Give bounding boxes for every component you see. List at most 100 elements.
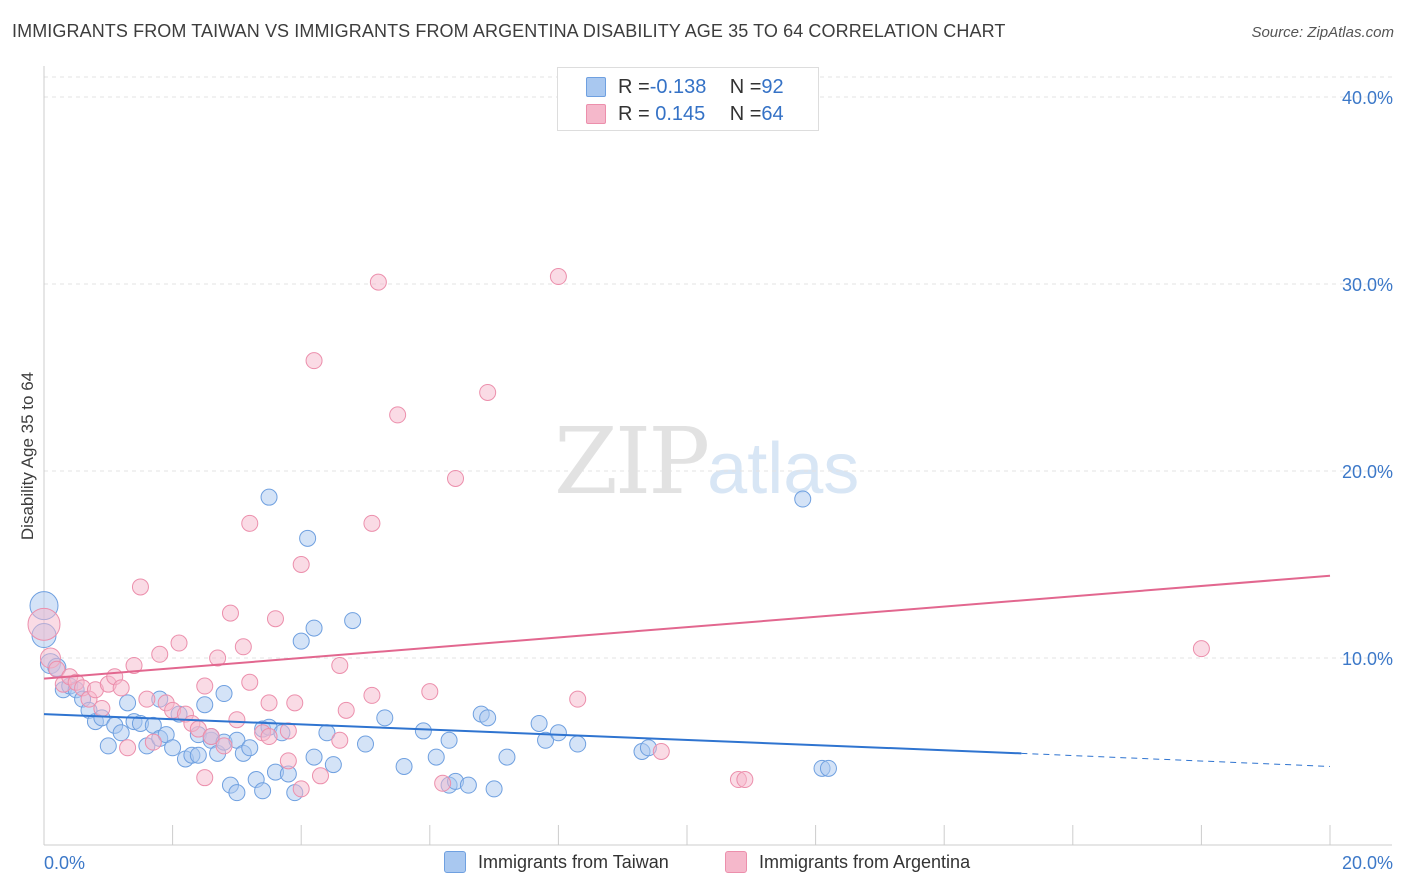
series-legend: Immigrants from Taiwan Immigrants from A… — [0, 851, 1406, 877]
taiwan-point — [819, 759, 837, 777]
legend-row-argentina: R = 0.145 N = 64 — [586, 102, 784, 126]
legend-n-value: 64 — [761, 102, 784, 125]
argentina-point — [337, 701, 355, 719]
chart-source: Source: ZipAtlas.com — [1251, 24, 1394, 41]
argentina-point — [196, 677, 214, 695]
legend-n-label: N = — [729, 75, 762, 98]
taiwan-point — [299, 529, 317, 547]
taiwan-point — [164, 739, 182, 757]
taiwan-point — [99, 737, 117, 755]
legend-n-label: N = — [729, 102, 762, 125]
taiwan-point — [357, 735, 374, 753]
argentina-point — [260, 694, 278, 712]
taiwan-point — [479, 709, 497, 727]
taiwan-point — [305, 748, 323, 766]
taiwan-point — [112, 724, 130, 742]
argentina-point — [549, 268, 567, 286]
argentina-point — [234, 638, 252, 656]
argentina-point — [196, 769, 214, 787]
legend-swatch-taiwan — [586, 77, 606, 97]
argentina-point — [286, 694, 304, 712]
taiwan-point — [241, 739, 259, 757]
argentina-point — [228, 711, 246, 729]
taiwan-point — [395, 757, 413, 775]
argentina-point — [1192, 640, 1210, 658]
argentina-point — [131, 578, 149, 596]
argentina-point — [241, 673, 259, 691]
taiwan-point — [119, 694, 137, 712]
legend-r-label: R = — [618, 75, 650, 98]
taiwan-point — [794, 490, 812, 508]
argentina-point — [125, 656, 143, 674]
legend-row-taiwan: R = -0.138 N = 92 — [586, 75, 784, 99]
series-legend-argentina[interactable]: Immigrants from Argentina — [725, 851, 970, 873]
argentina-point — [279, 752, 297, 770]
stats-legend: R = -0.138 N = 92 R = 0.145 N = 64 — [557, 67, 819, 131]
series-swatch-argentina — [725, 851, 747, 873]
argentina-point — [279, 722, 297, 740]
taiwan-trend-extension — [1021, 752, 1331, 767]
argentina-point — [421, 683, 439, 701]
legend-r-label: R = — [618, 102, 650, 125]
taiwan-point — [196, 696, 214, 714]
argentina-point — [151, 645, 169, 663]
argentina-point — [292, 780, 310, 798]
argentina-point — [112, 679, 130, 697]
argentina-point — [266, 610, 284, 628]
argentina-point — [363, 686, 381, 704]
argentina-point — [363, 514, 381, 532]
taiwan-point — [260, 488, 278, 506]
y-tick-label: 40.0% — [1342, 88, 1393, 108]
taiwan-point — [485, 780, 503, 798]
taiwan-point — [459, 776, 477, 794]
taiwan-point — [427, 748, 445, 766]
argentina-point — [369, 273, 387, 291]
argentina-point — [331, 656, 349, 674]
watermark-zip: ZIP — [554, 408, 710, 515]
argentina-point — [170, 634, 188, 652]
argentina-point — [736, 771, 754, 789]
taiwan-point — [530, 714, 548, 732]
legend-swatch-argentina — [586, 104, 606, 124]
taiwan-point — [549, 724, 567, 742]
x-tick-label: 20.0% — [1342, 853, 1393, 873]
argentina-point — [215, 737, 233, 755]
taiwan-point — [414, 722, 432, 740]
legend-r-value: 0.145 — [649, 102, 706, 125]
argentina-point — [434, 774, 452, 792]
argentina-point — [27, 607, 61, 641]
taiwan-point — [292, 632, 310, 650]
y-axis-label: Disability Age 35 to 64 — [18, 371, 37, 541]
argentina-point — [331, 731, 349, 749]
chart-title: IMMIGRANTS FROM TAIWAN VS IMMIGRANTS FRO… — [12, 21, 1006, 41]
argentina-point — [260, 728, 278, 746]
watermark-atlas: atlas — [707, 429, 860, 509]
series-legend-taiwan[interactable]: Immigrants from Taiwan — [444, 851, 669, 873]
taiwan-point — [344, 612, 362, 630]
argentina-point — [569, 690, 587, 708]
taiwan-point — [376, 709, 394, 727]
legend-r-value: -0.138 — [649, 75, 707, 98]
argentina-point — [209, 649, 227, 667]
x-tick-label: 0.0% — [44, 853, 85, 873]
argentina-point — [138, 690, 156, 708]
argentina-point — [479, 383, 497, 401]
taiwan-point — [498, 748, 516, 766]
legend-n-value: 92 — [761, 75, 784, 98]
y-tick-label: 10.0% — [1342, 649, 1393, 669]
argentina-point — [241, 514, 259, 532]
series-swatch-taiwan — [444, 851, 466, 873]
argentina-point — [311, 767, 329, 785]
taiwan-point — [254, 782, 272, 800]
taiwan-point — [215, 685, 233, 703]
taiwan-point — [228, 784, 246, 802]
watermark: ZIPatlas — [554, 408, 859, 515]
argentina-point — [221, 604, 239, 622]
argentina-point — [292, 556, 310, 573]
argentina-point — [652, 743, 670, 760]
argentina-trend-line — [43, 574, 1331, 680]
taiwan-point — [324, 756, 342, 774]
argentina-point — [202, 728, 220, 746]
taiwan-point — [440, 731, 458, 749]
